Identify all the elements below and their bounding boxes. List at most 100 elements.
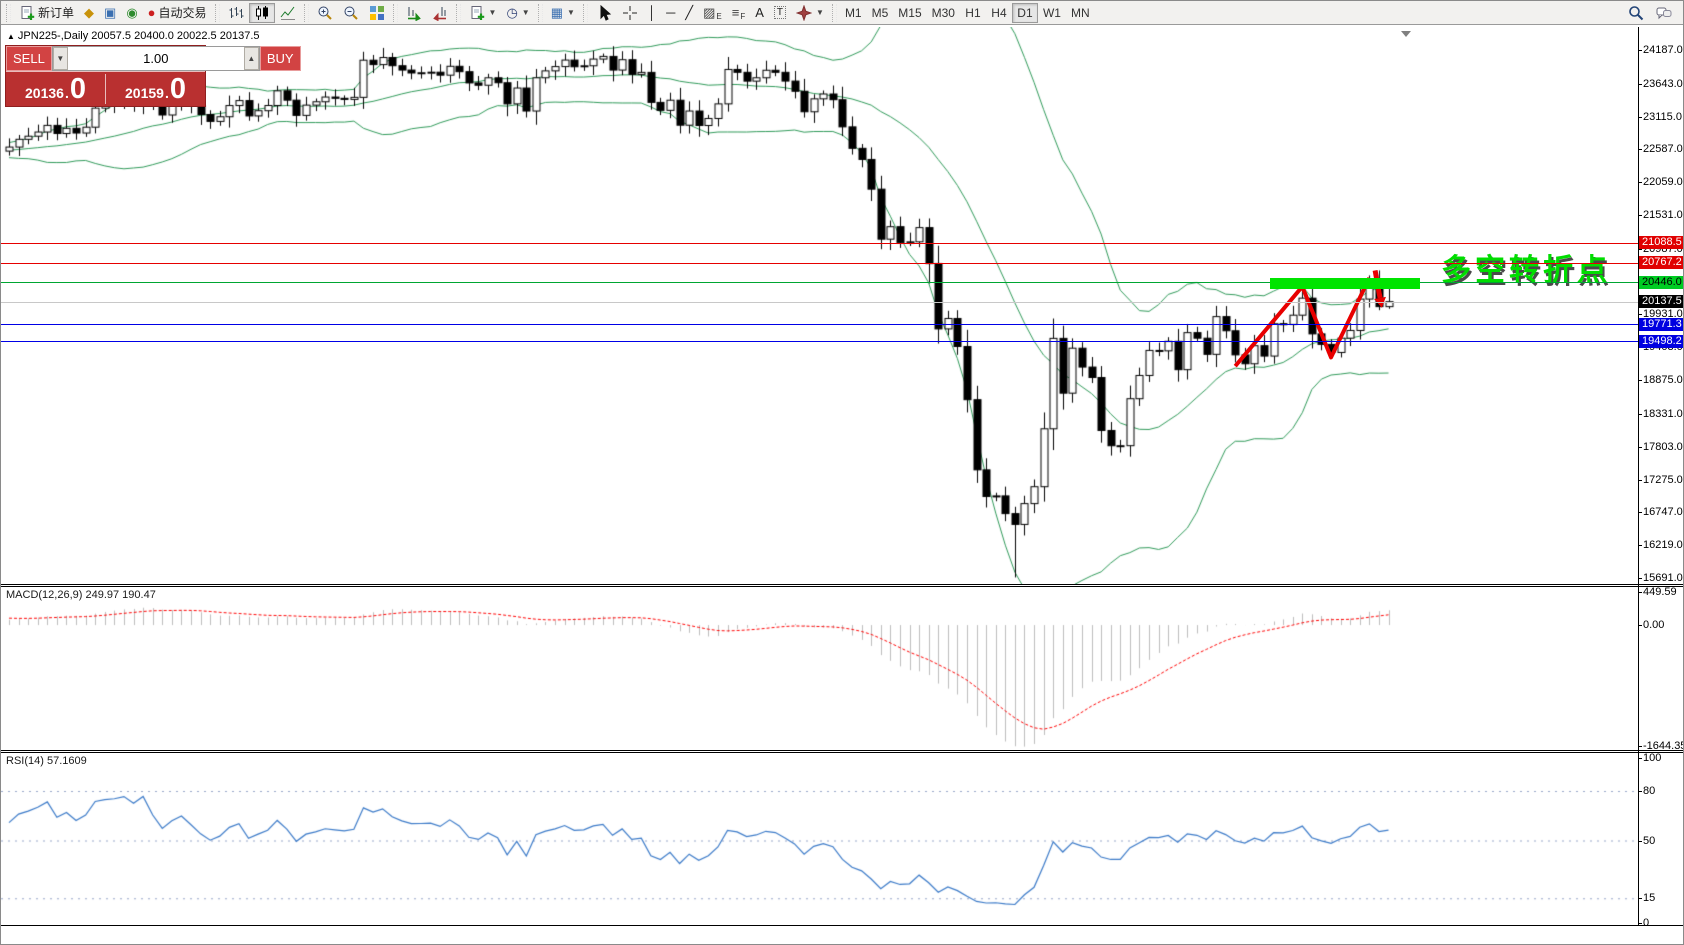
- chart-title: ▲ JPN225-,Daily 20057.5 20400.0 20022.5 2…: [7, 30, 260, 42]
- timeframe-mn-button[interactable]: MN: [1066, 3, 1095, 23]
- annotation-text[interactable]: 多空转折点: [1441, 254, 1611, 287]
- macd-axis-min: -1644.35: [1643, 740, 1684, 752]
- volume-input[interactable]: [67, 47, 244, 70]
- rsi-axis-label: 50: [1643, 835, 1656, 847]
- hline-19498[interactable]: [1, 341, 1638, 342]
- dropdown-arrow-icon: ▼: [521, 8, 530, 17]
- signals-button[interactable]: ◉: [121, 3, 142, 23]
- vertical-line-button[interactable]: │: [643, 3, 661, 23]
- axis-tick: [1638, 249, 1642, 250]
- cursor-button[interactable]: [591, 3, 617, 23]
- price-pane[interactable]: 多空转折点 ▲ JPN225-,Daily 20057.5 20400.0 200…: [1, 27, 1638, 584]
- search-icon: [1628, 5, 1644, 21]
- clock-icon: ◷: [506, 5, 518, 20]
- collapse-marker-icon[interactable]: ▲: [7, 32, 15, 41]
- hline-21088[interactable]: [1, 243, 1638, 244]
- line-chart-button[interactable]: [275, 3, 301, 23]
- highlight-rectangle[interactable]: [1270, 278, 1420, 289]
- hline-19771[interactable]: [1, 324, 1638, 325]
- trendline-button[interactable]: ╱: [680, 3, 698, 23]
- price-canvas[interactable]: [1, 27, 1638, 584]
- chart-window: 多空转折点 ▲ JPN225-,Daily 20057.5 20400.0 200…: [1, 25, 1683, 944]
- axis-tick: [1638, 578, 1642, 579]
- price-tick-label: 22059.0: [1643, 176, 1683, 188]
- price-axis-border[interactable]: [1638, 27, 1639, 925]
- rsi-axis-label: 80: [1643, 785, 1656, 797]
- text-label-button[interactable]: T: [769, 3, 791, 23]
- timeframe-m15-button[interactable]: M15: [893, 3, 926, 23]
- timeframe-m5-button[interactable]: M5: [867, 3, 894, 23]
- zoom-in-button[interactable]: [312, 3, 338, 23]
- chart-shift-marker[interactable]: [1401, 31, 1411, 37]
- fibonacci-button[interactable]: ≡ F: [727, 3, 750, 23]
- timeframe-h4-button[interactable]: H4: [986, 3, 1012, 23]
- template-icon: ▦: [550, 5, 564, 20]
- market-watch-button[interactable]: ▣: [99, 3, 121, 23]
- price-tick-label: 18331.0: [1643, 408, 1683, 420]
- hline-20446[interactable]: [1, 282, 1638, 283]
- current-price-line[interactable]: [1, 302, 1638, 303]
- timeframe-m30-button[interactable]: M30: [927, 3, 960, 23]
- timeframe-m1-button[interactable]: M1: [840, 3, 867, 23]
- axis-tick: [1638, 215, 1642, 216]
- rsi-canvas[interactable]: [1, 752, 1638, 925]
- annotation-overlay: [1233, 269, 1386, 368]
- periods-button[interactable]: ◷ ▼: [501, 3, 534, 23]
- auto-scroll-button[interactable]: [401, 3, 427, 23]
- buy-price[interactable]: 20159 . 0: [125, 72, 186, 105]
- profile-icon: ▣: [104, 5, 117, 20]
- price-line-label: 20767.2: [1639, 256, 1683, 269]
- linechart-icon: [280, 5, 296, 21]
- crosshair-icon: [622, 5, 638, 21]
- axis-tick: [1638, 314, 1642, 315]
- hline-20767[interactable]: [1, 263, 1638, 264]
- axis-tick: [1638, 84, 1642, 85]
- crosshair-button[interactable]: [617, 3, 643, 23]
- pane-separator[interactable]: [1, 584, 1683, 585]
- pane-separator[interactable]: [1, 925, 1683, 926]
- new-chart-button[interactable]: ▼: [464, 3, 502, 23]
- auto-trading-button[interactable]: ● 自动交易: [143, 3, 212, 23]
- price-tick-label: 24187.0: [1643, 44, 1683, 56]
- volume-control: ▼ ▲: [51, 46, 260, 71]
- sell-button[interactable]: SELL: [6, 46, 52, 71]
- axis-tick: [1638, 414, 1642, 415]
- channel-icon: ▨: [703, 5, 716, 20]
- timeframe-w1-button[interactable]: W1: [1038, 3, 1066, 23]
- axis-tick: [1638, 758, 1642, 759]
- shapes-button[interactable]: ▼: [791, 3, 829, 23]
- rsi-axis-label: 0: [1643, 917, 1650, 929]
- price-tick-label: 18875.0: [1643, 374, 1683, 386]
- pane-separator[interactable]: [1, 586, 1683, 587]
- equidistant-channel-button[interactable]: ▨ E: [698, 3, 727, 23]
- axis-tick: [1638, 791, 1642, 792]
- tile-windows-button[interactable]: [364, 3, 390, 23]
- search-button[interactable]: [1623, 3, 1649, 23]
- new-order-button[interactable]: 新订单: [14, 3, 79, 23]
- trend-zigzag[interactable]: [1233, 277, 1372, 368]
- buy-button[interactable]: BUY: [259, 46, 301, 71]
- template-button[interactable]: ▦ ▼: [546, 3, 580, 23]
- volume-decrease-button[interactable]: ▼: [52, 47, 68, 70]
- timeframe-h1-button[interactable]: H1: [960, 3, 986, 23]
- page-plus-icon: [19, 5, 35, 21]
- horizontal-line-button[interactable]: ─: [661, 3, 680, 23]
- macd-canvas[interactable]: [1, 587, 1638, 750]
- chart-object-button[interactable]: ◆: [79, 3, 99, 23]
- candlestick-chart-button[interactable]: [248, 2, 275, 23]
- timeframe-d1-button[interactable]: D1: [1011, 2, 1038, 23]
- pane-separator[interactable]: [1, 750, 1683, 751]
- volume-increase-button[interactable]: ▲: [243, 47, 259, 70]
- bar-chart-button[interactable]: [223, 3, 249, 23]
- sell-price[interactable]: 20136 . 0: [25, 72, 86, 105]
- pane-separator[interactable]: [1, 752, 1683, 753]
- toolbar-grip: [392, 3, 398, 22]
- chat-button[interactable]: [1651, 3, 1677, 23]
- trendline-icon: ╱: [685, 5, 694, 20]
- text-button[interactable]: A: [750, 3, 769, 23]
- zoom-out-button[interactable]: [338, 3, 364, 23]
- price-tick-label: 16219.0: [1643, 539, 1683, 551]
- chart-shift-button[interactable]: [427, 3, 453, 23]
- bars-icon: [228, 5, 244, 21]
